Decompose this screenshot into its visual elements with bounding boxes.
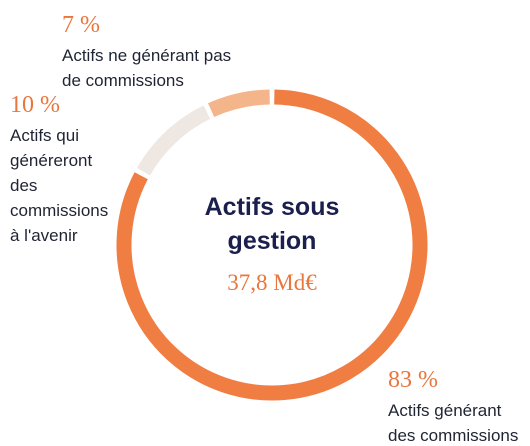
category-label: Actifs ne générant pas de commissions xyxy=(62,46,232,90)
total-label: 37,8 Md€ xyxy=(227,270,317,295)
donut-segment xyxy=(136,105,211,176)
category-label: Actifs qui généreront des commissions à … xyxy=(10,126,109,245)
category-label: Actifs générant des commissions xyxy=(388,401,519,445)
donut-segment xyxy=(116,89,428,401)
donut-segment xyxy=(208,89,270,118)
value-label: 7 % xyxy=(62,12,100,38)
value-label: 10 % xyxy=(10,92,60,118)
chart-title: Actifs sous gestion xyxy=(204,193,340,255)
value-label: 83 % xyxy=(388,367,438,393)
